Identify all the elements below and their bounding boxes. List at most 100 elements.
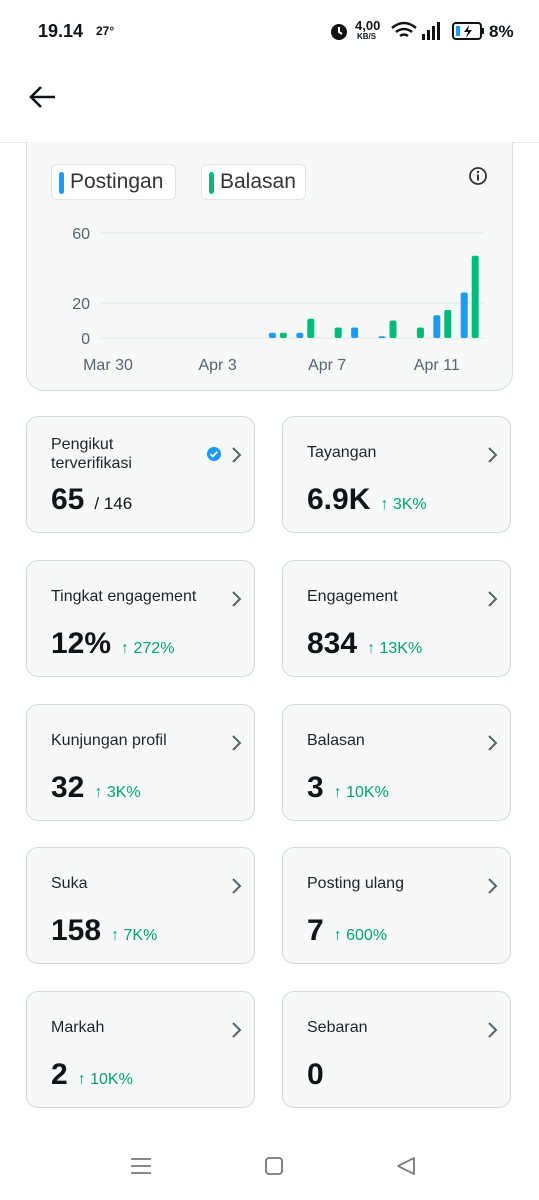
stat-label: Tayangan: [307, 444, 377, 461]
bar: [460, 292, 468, 338]
info-icon[interactable]: [467, 165, 489, 187]
stat-label: Engagement: [307, 588, 398, 605]
stat-value: 32: [51, 771, 85, 804]
nav-bar: [131, 1157, 415, 1175]
stat-value-row: 834 ↑ 13K%: [307, 627, 422, 661]
net-speed: 4,00: [355, 18, 381, 33]
y-tick-label: 20: [72, 296, 90, 313]
bar: [444, 310, 452, 338]
chevron: [232, 447, 242, 463]
stat-value: 3: [307, 771, 324, 804]
y-tick-label: 60: [72, 226, 90, 243]
x-tick-label: Apr 3: [198, 357, 236, 374]
stat-label: Suka: [51, 875, 88, 892]
bar: [378, 336, 386, 338]
stat-value: 7: [307, 914, 324, 947]
stat-value-row: 65 / 146: [51, 483, 132, 517]
stat-value: 12%: [51, 627, 112, 660]
header-mask: [0, 126, 539, 142]
stat-value: 834: [307, 627, 358, 660]
battery-icon: [452, 22, 484, 40]
stat-value-row: 12% ↑ 272%: [51, 627, 174, 661]
stat-card[interactable]: Suka 158 ↑ 7K%: [26, 847, 255, 964]
chart: 0 20 60 Mar 30 Apr 3 Apr 7 Apr 11: [72, 226, 485, 374]
stat-card[interactable]: Tayangan 6.9K ↑ 3K%: [282, 416, 511, 533]
stat-value: 158: [51, 914, 102, 947]
chevron: [488, 878, 498, 894]
stat-card[interactable]: Pengikut terverifikasi 65 / 146: [26, 416, 255, 533]
legend-label: Balasan: [220, 170, 296, 193]
chevron: [232, 591, 242, 607]
legend-item[interactable]: Postingan: [51, 164, 176, 200]
stat-card[interactable]: Markah 2 ↑ 10K%: [26, 991, 255, 1108]
back-button[interactable]: [28, 84, 58, 110]
stat-card[interactable]: Kunjungan profil 32 ↑ 3K%: [26, 704, 255, 821]
back-nav-button[interactable]: [397, 1157, 415, 1175]
verified-badge: [207, 447, 221, 461]
chevron: [488, 1022, 498, 1038]
chevron: [232, 735, 242, 751]
stat-value-row: 0: [307, 1058, 324, 1092]
stat-change: ↑ 10K%: [333, 784, 389, 801]
stat-change: ↑ 600%: [333, 927, 388, 944]
chevron: [488, 591, 498, 607]
chevron: [488, 735, 498, 751]
stat-value-row: 32 ↑ 3K%: [51, 771, 141, 805]
stat-label: Tingkat engagement: [51, 588, 197, 605]
stat-label: Pengikut terverifikasi: [51, 436, 132, 472]
stat-value-row: 6.9K ↑ 3K%: [307, 483, 427, 517]
stat-value: 0: [307, 1058, 324, 1091]
stat-change: ↑ 3K%: [380, 496, 427, 513]
bar: [334, 327, 342, 338]
time: 19.14: [38, 21, 84, 41]
stat-value-row: 158 ↑ 7K%: [51, 914, 157, 948]
stat-card[interactable]: Sebaran 0: [282, 991, 511, 1108]
chevron: [232, 1022, 242, 1038]
stat-change: ↑ 10K%: [77, 1071, 133, 1088]
stat-card[interactable]: Tingkat engagement 12% ↑ 272%: [26, 560, 255, 677]
stat-value: 6.9K: [307, 483, 371, 516]
x-tick-label: Mar 30: [83, 357, 133, 374]
menu-button[interactable]: [131, 1158, 151, 1174]
bar: [433, 315, 441, 338]
bar: [296, 332, 304, 338]
bar: [416, 327, 424, 338]
stat-value: 2: [51, 1058, 68, 1091]
home-button[interactable]: [265, 1157, 283, 1175]
net-unit: KB/S: [357, 32, 377, 41]
legend-label: Postingan: [70, 170, 164, 193]
stat-label: Posting ulang: [307, 875, 404, 892]
y-tick-label: 0: [81, 331, 90, 348]
stat-card[interactable]: Posting ulang 7 ↑ 600%: [282, 847, 511, 964]
stat-label: Kunjungan profil: [51, 732, 167, 749]
chevron: [232, 878, 242, 894]
bar: [307, 318, 315, 338]
legend-item[interactable]: Balasan: [201, 164, 306, 200]
x-tick-label: Apr 11: [414, 357, 460, 374]
stat-change: ↑ 272%: [121, 640, 175, 657]
stat-change: ↑ 3K%: [94, 784, 141, 801]
stat-value: 65: [51, 483, 85, 516]
stat-card[interactable]: Balasan 3 ↑ 10K%: [282, 704, 511, 821]
stat-total: / 146: [94, 494, 133, 513]
chevron: [488, 447, 498, 463]
signal-icons: [391, 21, 440, 40]
stat-label: Balasan: [307, 732, 365, 749]
bar: [389, 320, 397, 338]
status-bar: 19.14 27° 4,00 KB/S 8%: [0, 0, 539, 60]
alarm-icon: [331, 24, 347, 40]
stat-change: ↑ 7K%: [111, 927, 158, 944]
bar: [279, 332, 287, 338]
battery: 8%: [489, 22, 514, 41]
stat-value-row: 7 ↑ 600%: [307, 914, 387, 948]
bar: [268, 332, 276, 338]
stat-label: Markah: [51, 1019, 105, 1036]
bar: [351, 327, 359, 338]
bar: [471, 255, 479, 338]
stat-change: ↑ 13K%: [367, 640, 423, 657]
stat-value-row: 3 ↑ 10K%: [307, 771, 389, 805]
temperature: 27°: [96, 24, 115, 38]
stat-label: Sebaran: [307, 1019, 368, 1036]
stat-card[interactable]: Engagement 834 ↑ 13K%: [282, 560, 511, 677]
